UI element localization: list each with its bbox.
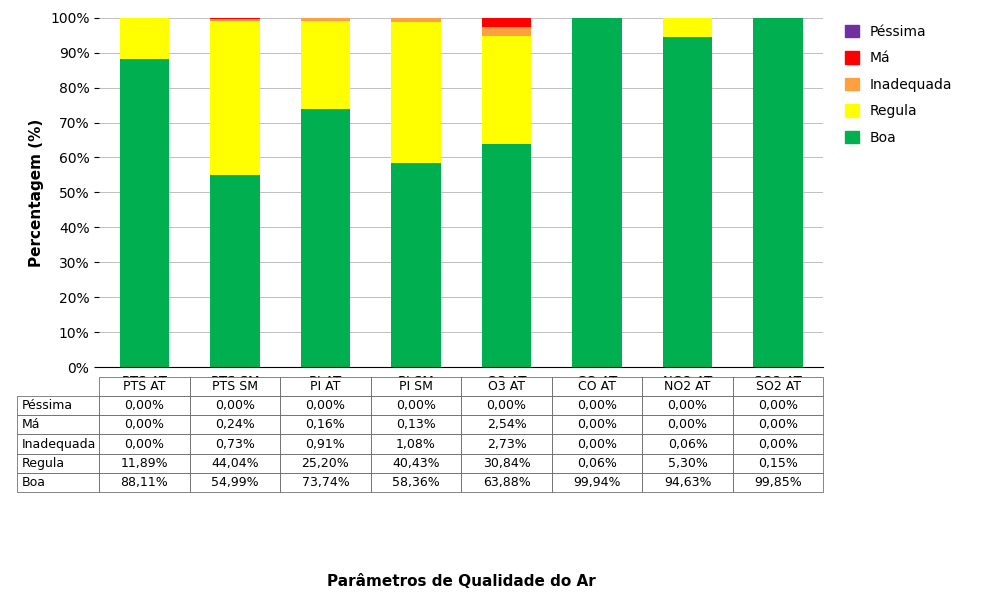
Bar: [301, 21, 350, 110]
Bar: [663, 18, 712, 37]
Bar: [482, 27, 532, 36]
Bar: [120, 59, 170, 367]
Bar: [391, 22, 440, 163]
Legend: Péssima, Má, Inadequada, Regula, Boa: Péssima, Má, Inadequada, Regula, Boa: [845, 25, 952, 144]
Bar: [391, 163, 440, 367]
Bar: [482, 36, 532, 144]
Bar: [301, 18, 350, 21]
Bar: [210, 175, 260, 367]
Bar: [482, 144, 532, 367]
Bar: [210, 18, 260, 21]
Bar: [301, 110, 350, 367]
Bar: [210, 21, 260, 175]
Bar: [663, 37, 712, 367]
Bar: [572, 18, 622, 367]
Y-axis label: Percentagem (%): Percentagem (%): [30, 118, 45, 266]
Bar: [391, 18, 440, 22]
Bar: [120, 18, 170, 59]
Bar: [482, 18, 532, 27]
Text: Parâmetros de Qualidade do Ar: Parâmetros de Qualidade do Ar: [327, 574, 595, 589]
Bar: [753, 18, 803, 367]
